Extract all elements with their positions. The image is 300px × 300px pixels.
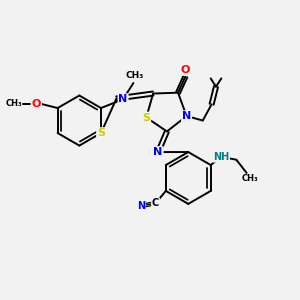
Text: O: O (181, 65, 190, 75)
Text: N: N (118, 94, 128, 104)
Text: N: N (182, 111, 191, 121)
Text: S: S (97, 128, 105, 138)
Text: CH₃: CH₃ (5, 99, 22, 108)
Text: N: N (154, 147, 163, 157)
Text: NH: NH (213, 152, 229, 162)
Text: C: C (152, 198, 159, 208)
Text: S: S (142, 112, 150, 122)
Text: N: N (137, 201, 145, 211)
Text: CH₃: CH₃ (126, 71, 144, 80)
Text: O: O (32, 99, 41, 109)
Text: CH₃: CH₃ (242, 174, 259, 183)
